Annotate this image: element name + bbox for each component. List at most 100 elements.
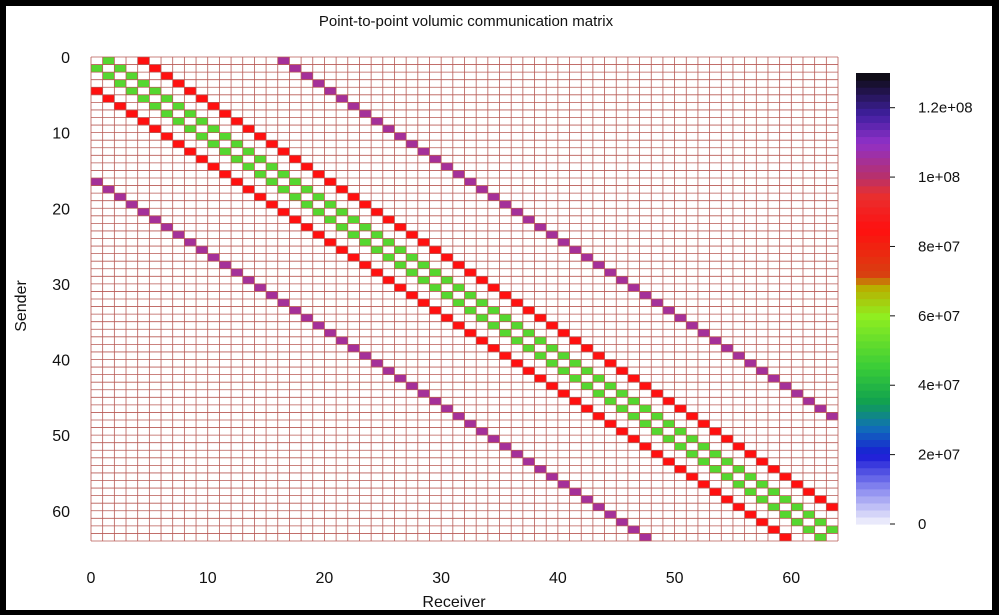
heatmap-cell [534, 223, 547, 231]
heatmap-cell [137, 57, 150, 65]
heatmap-cell [196, 132, 208, 141]
heatmap-cell [371, 230, 383, 239]
heatmap-cell [697, 420, 710, 428]
heatmap-cell [569, 246, 582, 254]
heatmap-cell [651, 450, 663, 458]
heatmap-cell [464, 178, 477, 186]
heatmap-cell [464, 420, 477, 428]
heatmap-cell [301, 162, 313, 171]
colorbar-tick-label: 4e+07 [918, 377, 960, 394]
heatmap-cell [581, 344, 593, 352]
heatmap-cell [336, 336, 348, 345]
heatmap-cell [639, 291, 652, 299]
heatmap-cell [441, 291, 453, 299]
colorbar-segment [856, 502, 890, 511]
heatmap-cell [499, 200, 512, 209]
heatmap-cell [627, 283, 640, 292]
heatmap-cell [219, 147, 232, 156]
heatmap-cell [534, 465, 547, 473]
heatmap-cell [732, 465, 745, 473]
heatmap-cell [639, 442, 652, 451]
heatmap-cell [756, 457, 768, 466]
heatmap-cell [441, 314, 453, 322]
heatmap-cell [557, 367, 570, 375]
heatmap-cell [709, 465, 722, 473]
colorbar-segment [856, 87, 890, 95]
heatmap-cell [184, 87, 197, 95]
heatmap-cell [814, 404, 827, 413]
heatmap-cell [289, 64, 302, 73]
colorbar-tick-label: 1.2e+08 [918, 100, 973, 117]
colorbar-segment [856, 80, 890, 88]
colorbar-segment [856, 242, 890, 250]
colorbar-segment [856, 249, 890, 257]
heatmap-cell [137, 79, 150, 88]
heatmap-cell [592, 374, 605, 383]
heatmap-cell [522, 329, 535, 337]
heatmap-cell [114, 79, 127, 88]
colorbar-segment [856, 383, 890, 391]
x-axis-ticks: 0 10 20 30 40 50 60 [87, 570, 801, 587]
heatmap-cell [476, 314, 488, 322]
heatmap-cell [604, 359, 617, 368]
heatmap-cell [581, 404, 593, 413]
heatmap-cell [674, 314, 687, 322]
heatmap-cell [91, 64, 103, 73]
colorbar-segment [856, 340, 890, 349]
heatmap-cell [347, 253, 360, 262]
heatmap-cell [336, 223, 348, 231]
heatmap-cell [616, 389, 628, 398]
heatmap-cell [604, 382, 617, 390]
heatmap-cell [277, 170, 290, 178]
heatmap-cell [814, 533, 827, 541]
colorbar-segment [856, 376, 890, 384]
heatmap-cell [511, 336, 523, 345]
heatmap-cell [522, 457, 535, 466]
heatmap-cell [406, 382, 418, 390]
heatmap-cell [266, 291, 278, 299]
heatmap-cell [254, 283, 267, 292]
colorbar-segment [856, 319, 890, 328]
colorbar-segment [856, 460, 890, 469]
colorbar-ticks: 0 2e+07 4e+07 6e+07 8e+07 1e+08 1.2e+08 [890, 100, 973, 533]
heatmap-cell [254, 170, 267, 178]
colorbar-segment [856, 157, 890, 166]
heatmap-cell [791, 480, 803, 489]
colorbar-segment [856, 446, 890, 455]
heatmap-cell [627, 412, 640, 420]
heatmap-cell [686, 412, 698, 420]
heatmap-cell [406, 140, 418, 148]
heatmap-cell [406, 268, 418, 277]
heatmap-cell [651, 412, 663, 420]
heatmap-cell [744, 488, 757, 496]
heatmap-cell [196, 155, 208, 163]
heatmap-cell [137, 94, 150, 103]
heatmap-cell [826, 503, 838, 511]
heatmap-cell [394, 283, 407, 292]
heatmap-cell [604, 268, 617, 277]
colorbar-segment [856, 291, 890, 300]
heatmap-cell [522, 306, 535, 315]
heatmap-cell [149, 64, 162, 73]
heatmap-cell [394, 132, 407, 141]
heatmap-cell [277, 299, 290, 307]
heatmap-cell [487, 344, 500, 352]
colorbar-segment [856, 108, 890, 116]
heatmap-cell [149, 215, 162, 224]
heatmap-cell [616, 276, 628, 284]
heatmap-cell [417, 261, 430, 269]
heatmap-cell [732, 442, 745, 451]
heatmap-cell [557, 238, 570, 247]
colorbar-segment [856, 213, 890, 222]
heatmap-cell [674, 442, 687, 451]
x-tick-label: 0 [87, 570, 96, 587]
heatmap-cell [756, 480, 768, 489]
heatmap-cell [324, 87, 337, 95]
heatmap-cell [429, 268, 442, 277]
heatmap-cell [592, 503, 605, 511]
heatmap-cell [161, 132, 173, 141]
heatmap-cell [476, 185, 488, 194]
heatmap-cell [592, 389, 605, 398]
heatmap-cell [662, 435, 675, 443]
heatmap-cell [289, 193, 302, 201]
